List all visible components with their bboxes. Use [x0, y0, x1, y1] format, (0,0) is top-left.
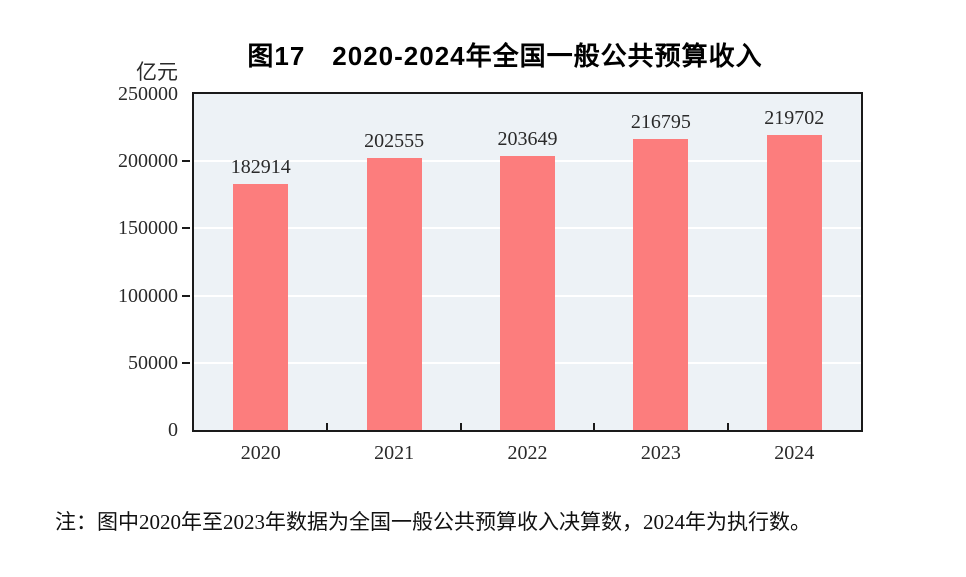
y-axis-tick-label: 150000 [118, 217, 178, 240]
x-axis-category-label: 2024 [774, 442, 815, 464]
bar-2020 [233, 184, 289, 430]
y-axis-tick-label: 250000 [118, 83, 178, 105]
x-axis-category-label: 2021 [374, 442, 415, 464]
y-axis-tick-mark [182, 160, 190, 163]
bar-value-label: 219702 [764, 106, 825, 129]
bar-value-label: 182914 [230, 156, 291, 179]
chart-title: 图17 2020-2024年全国一般公共预算收入 [247, 41, 763, 71]
bar-2023 [633, 138, 689, 430]
y-axis-tick-label: 100000 [118, 284, 178, 307]
footnote: 注：图中2020年至2023年数据为全国一般公共预算收入决算数，2024年为执行… [55, 510, 811, 534]
bar-2024 [766, 134, 822, 430]
y-axis-tick-label: 0 [168, 419, 178, 441]
x-axis-category-label: 2020 [240, 442, 281, 464]
bar-2022 [500, 156, 555, 430]
x-axis-boundary-tick [459, 423, 462, 430]
x-axis: 2020 2021 2022 2023 2024 [192, 442, 863, 472]
bar-value-label: 203649 [497, 128, 558, 151]
x-axis-boundary-tick [326, 423, 329, 430]
y-axis: 0 50000 100000 150000 200000 250000 [50, 83, 190, 441]
y-axis-tick-mark [182, 361, 190, 364]
y-axis-tick-mark [182, 227, 190, 230]
x-axis-category-label: 2023 [640, 442, 681, 464]
bar-value-label: 202555 [364, 129, 425, 152]
y-axis-unit-label: 亿元 [136, 60, 178, 84]
bar-2021 [366, 157, 422, 430]
x-axis-boundary-tick [593, 423, 596, 430]
bar-value-label: 216795 [630, 110, 691, 133]
y-axis-tick-label: 200000 [118, 150, 178, 173]
x-axis-category-label: 2022 [507, 442, 548, 464]
plot-area: 182914 202555 203649 216795 219702 [192, 92, 863, 432]
y-axis-tick-mark [182, 294, 190, 297]
y-axis-tick-label: 50000 [128, 351, 178, 374]
x-axis-boundary-tick [726, 423, 729, 430]
